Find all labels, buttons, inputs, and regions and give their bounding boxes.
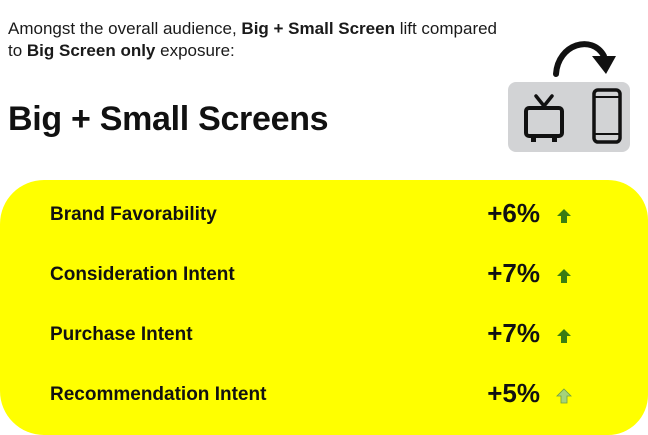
intro-text-part: Amongst the overall audience, <box>8 19 242 38</box>
metric-value: +7% <box>487 318 540 348</box>
intro-text-part: lift compared to <box>8 19 498 60</box>
metric-label: Recommendation Intent <box>50 384 267 405</box>
up-arrow-light-icon <box>556 388 572 404</box>
metric-value: +7% <box>487 258 540 288</box>
intro-bold-big-only: Big Screen only <box>26 41 156 60</box>
lift-row-consideration-intent: Consideration Intent +7% <box>50 254 590 294</box>
up-arrow-icon <box>557 329 571 343</box>
lift-row-recommendation-intent: Recommendation Intent +5% <box>50 374 590 414</box>
smartphone-icon <box>592 88 622 144</box>
metric-label: Brand Favorability <box>50 204 217 225</box>
metric-label: Purchase Intent <box>50 324 193 345</box>
lift-results-panel: Brand Favorability +6% Consideration Int… <box>0 180 648 435</box>
intro-text: Amongst the overall audience, Big + Smal… <box>8 18 508 62</box>
intro-bold-big-small: Big + Small Screen <box>241 19 395 38</box>
lift-row-purchase-intent: Purchase Intent +7% <box>50 314 590 354</box>
lift-row-brand-favorability: Brand Favorability +6% <box>50 194 590 234</box>
page-title: Big + Small Screens <box>8 100 329 138</box>
metric-value: +6% <box>487 198 540 228</box>
up-arrow-icon <box>557 269 571 283</box>
curved-arrow-icon <box>553 41 616 77</box>
up-arrow-icon <box>557 209 571 223</box>
tv-icon <box>524 94 564 142</box>
metric-label: Consideration Intent <box>50 264 235 285</box>
metric-value: +5% <box>487 378 540 408</box>
intro-text-part: exposure: <box>155 41 235 60</box>
